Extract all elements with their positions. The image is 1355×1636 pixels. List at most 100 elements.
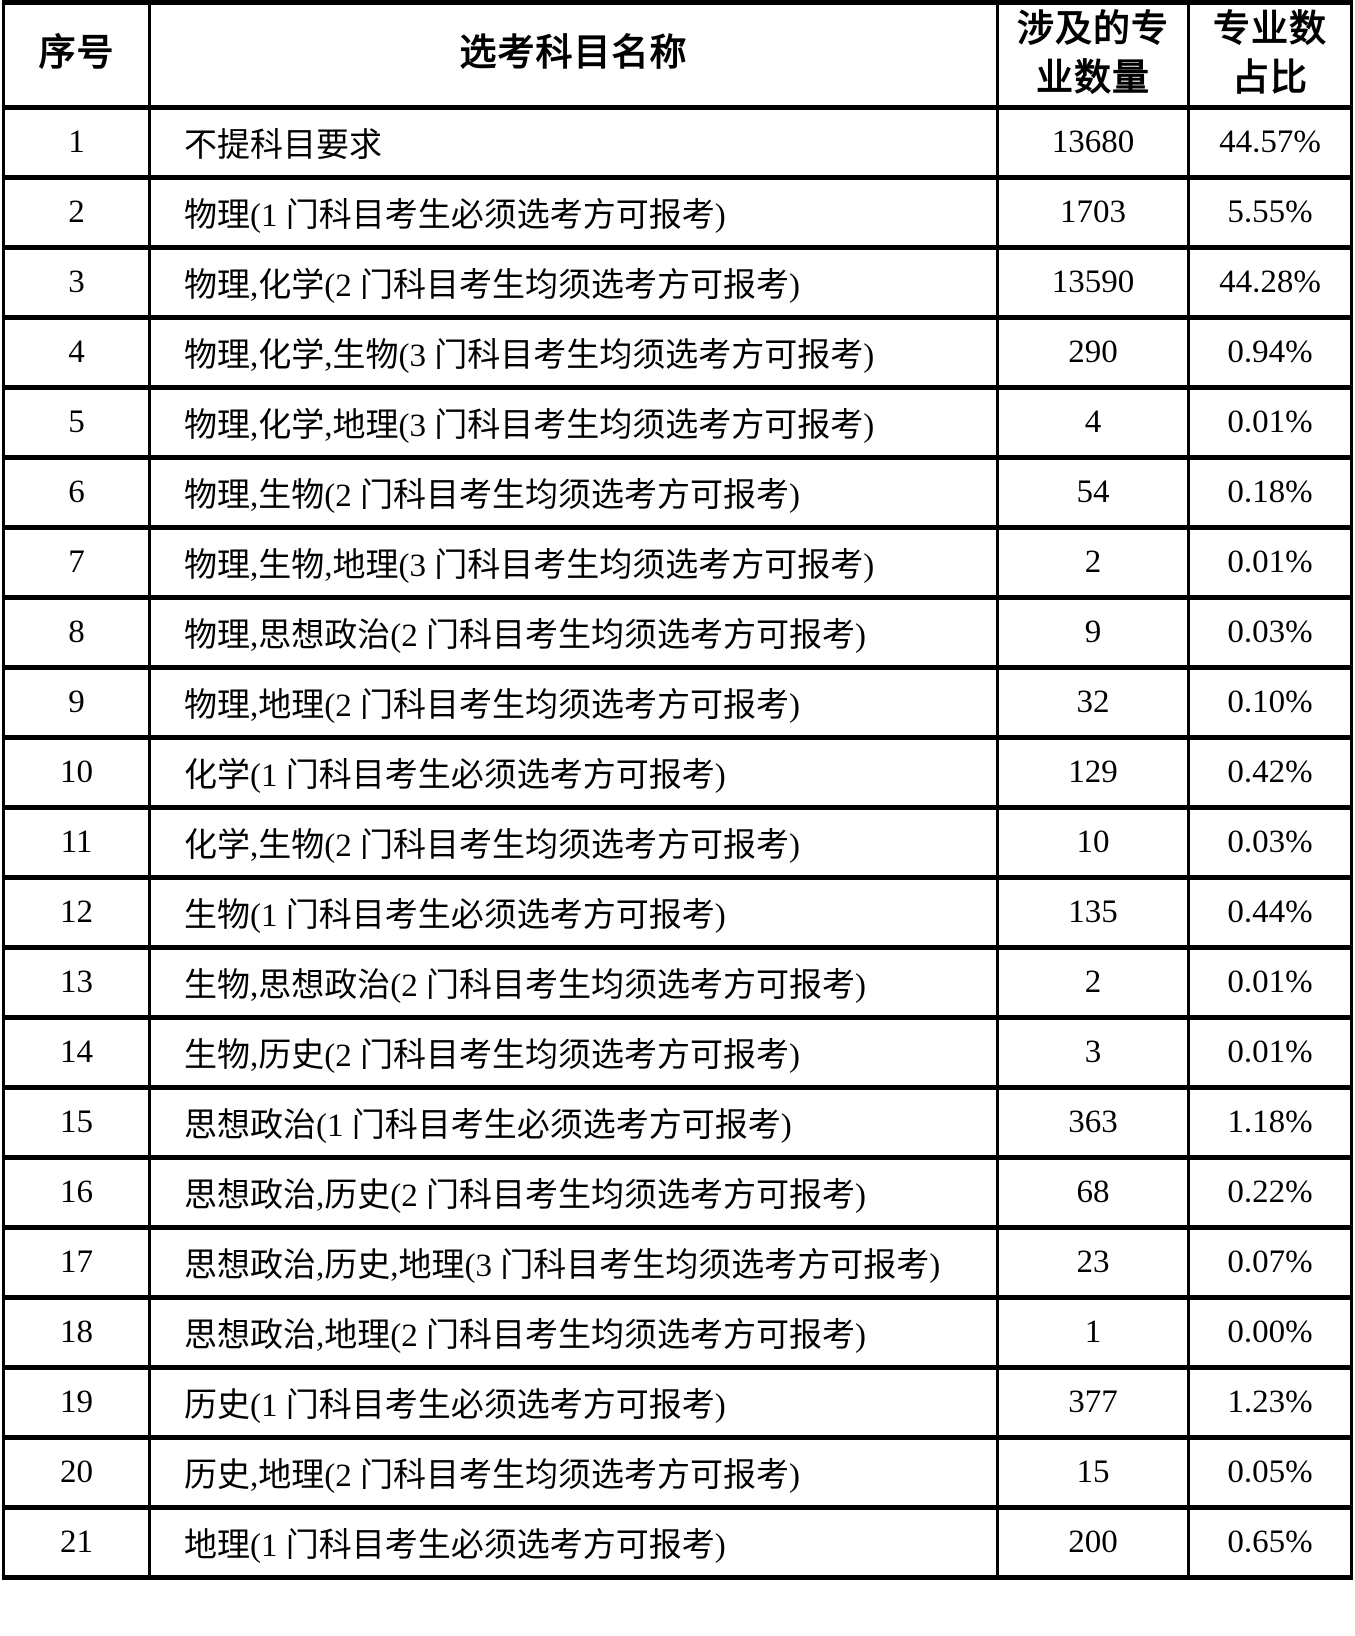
cell-index: 3 bbox=[2, 244, 151, 320]
cell-count: 15 bbox=[996, 1434, 1190, 1510]
table-row: 16 思想政治,历史(2 门科目考生均须选考方可报考) 68 0.22% bbox=[2, 1154, 1353, 1230]
cell-percent: 0.01% bbox=[1187, 944, 1353, 1020]
cell-count: 129 bbox=[996, 734, 1190, 810]
cell-index: 15 bbox=[2, 1084, 151, 1160]
cell-percent: 0.44% bbox=[1187, 874, 1353, 950]
cell-index: 5 bbox=[2, 384, 151, 460]
table-row: 6 物理,生物(2 门科目考生均须选考方可报考) 54 0.18% bbox=[2, 454, 1353, 530]
col-header-index: 序号 bbox=[2, 0, 151, 110]
cell-subject: 物理,化学,生物(3 门科目考生均须选考方可报考) bbox=[148, 314, 999, 390]
table-row: 9 物理,地理(2 门科目考生均须选考方可报考) 32 0.10% bbox=[2, 664, 1353, 740]
cell-count: 200 bbox=[996, 1504, 1190, 1580]
cell-subject: 生物(1 门科目考生必须选考方可报考) bbox=[148, 874, 999, 950]
cell-index: 17 bbox=[2, 1224, 151, 1300]
table-row: 12 生物(1 门科目考生必须选考方可报考) 135 0.44% bbox=[2, 874, 1353, 950]
cell-index: 19 bbox=[2, 1364, 151, 1440]
table-row: 13 生物,思想政治(2 门科目考生均须选考方可报考) 2 0.01% bbox=[2, 944, 1353, 1020]
cell-count: 68 bbox=[996, 1154, 1190, 1230]
cell-index: 20 bbox=[2, 1434, 151, 1510]
cell-subject: 思想政治(1 门科目考生必须选考方可报考) bbox=[148, 1084, 999, 1160]
cell-percent: 0.07% bbox=[1187, 1224, 1353, 1300]
cell-percent: 44.28% bbox=[1187, 244, 1353, 320]
cell-count: 32 bbox=[996, 664, 1190, 740]
cell-percent: 0.18% bbox=[1187, 454, 1353, 530]
cell-percent: 0.05% bbox=[1187, 1434, 1353, 1510]
cell-subject: 思想政治,地理(2 门科目考生均须选考方可报考) bbox=[148, 1294, 999, 1370]
cell-index: 14 bbox=[2, 1014, 151, 1090]
table-row: 15 思想政治(1 门科目考生必须选考方可报考) 363 1.18% bbox=[2, 1084, 1353, 1160]
cell-percent: 0.42% bbox=[1187, 734, 1353, 810]
cell-subject: 地理(1 门科目考生必须选考方可报考) bbox=[148, 1504, 999, 1580]
cell-subject: 物理,地理(2 门科目考生均须选考方可报考) bbox=[148, 664, 999, 740]
cell-subject: 化学,生物(2 门科目考生均须选考方可报考) bbox=[148, 804, 999, 880]
table-row: 21 地理(1 门科目考生必须选考方可报考) 200 0.65% bbox=[2, 1504, 1353, 1580]
cell-index: 11 bbox=[2, 804, 151, 880]
table-row: 14 生物,历史(2 门科目考生均须选考方可报考) 3 0.01% bbox=[2, 1014, 1353, 1090]
cell-subject: 物理,思想政治(2 门科目考生均须选考方可报考) bbox=[148, 594, 999, 670]
cell-index: 2 bbox=[2, 174, 151, 250]
cell-percent: 0.10% bbox=[1187, 664, 1353, 740]
cell-index: 21 bbox=[2, 1504, 151, 1580]
cell-count: 10 bbox=[996, 804, 1190, 880]
cell-percent: 0.00% bbox=[1187, 1294, 1353, 1370]
cell-count: 1 bbox=[996, 1294, 1190, 1370]
cell-percent: 5.55% bbox=[1187, 174, 1353, 250]
table-row: 2 物理(1 门科目考生必须选考方可报考) 1703 5.55% bbox=[2, 174, 1353, 250]
cell-index: 4 bbox=[2, 314, 151, 390]
cell-subject: 物理,化学,地理(3 门科目考生均须选考方可报考) bbox=[148, 384, 999, 460]
cell-percent: 44.57% bbox=[1187, 104, 1353, 180]
cell-count: 13590 bbox=[996, 244, 1190, 320]
header-row: 序号 选考科目名称 涉及的专 业数量 专业数 占比 bbox=[2, 0, 1353, 110]
cell-percent: 0.94% bbox=[1187, 314, 1353, 390]
cell-percent: 0.01% bbox=[1187, 1014, 1353, 1090]
cell-subject: 思想政治,历史,地理(3 门科目考生均须选考方可报考) bbox=[148, 1224, 999, 1300]
cell-count: 1703 bbox=[996, 174, 1190, 250]
cell-subject: 物理,生物(2 门科目考生均须选考方可报考) bbox=[148, 454, 999, 530]
table-row: 5 物理,化学,地理(3 门科目考生均须选考方可报考) 4 0.01% bbox=[2, 384, 1353, 460]
cell-count: 23 bbox=[996, 1224, 1190, 1300]
cell-index: 18 bbox=[2, 1294, 151, 1370]
cell-subject: 生物,历史(2 门科目考生均须选考方可报考) bbox=[148, 1014, 999, 1090]
cell-count: 363 bbox=[996, 1084, 1190, 1160]
cell-count: 54 bbox=[996, 454, 1190, 530]
table-row: 19 历史(1 门科目考生必须选考方可报考) 377 1.23% bbox=[2, 1364, 1353, 1440]
cell-subject: 化学(1 门科目考生必须选考方可报考) bbox=[148, 734, 999, 810]
cell-percent: 0.22% bbox=[1187, 1154, 1353, 1230]
table-row: 17 思想政治,历史,地理(3 门科目考生均须选考方可报考) 23 0.07% bbox=[2, 1224, 1353, 1300]
cell-index: 10 bbox=[2, 734, 151, 810]
cell-count: 290 bbox=[996, 314, 1190, 390]
table-row: 1 不提科目要求 13680 44.57% bbox=[2, 104, 1353, 180]
cell-index: 8 bbox=[2, 594, 151, 670]
cell-percent: 1.18% bbox=[1187, 1084, 1353, 1160]
table-row: 11 化学,生物(2 门科目考生均须选考方可报考) 10 0.03% bbox=[2, 804, 1353, 880]
cell-count: 135 bbox=[996, 874, 1190, 950]
cell-index: 13 bbox=[2, 944, 151, 1020]
cell-percent: 1.23% bbox=[1187, 1364, 1353, 1440]
cell-index: 9 bbox=[2, 664, 151, 740]
cell-count: 4 bbox=[996, 384, 1190, 460]
table-row: 7 物理,生物,地理(3 门科目考生均须选考方可报考) 2 0.01% bbox=[2, 524, 1353, 600]
cell-subject: 物理(1 门科目考生必须选考方可报考) bbox=[148, 174, 999, 250]
cell-percent: 0.03% bbox=[1187, 594, 1353, 670]
cell-subject: 历史,地理(2 门科目考生均须选考方可报考) bbox=[148, 1434, 999, 1510]
col-header-count: 涉及的专 业数量 bbox=[996, 0, 1190, 110]
table-row: 18 思想政治,地理(2 门科目考生均须选考方可报考) 1 0.00% bbox=[2, 1294, 1353, 1370]
cell-index: 12 bbox=[2, 874, 151, 950]
cell-subject: 思想政治,历史(2 门科目考生均须选考方可报考) bbox=[148, 1154, 999, 1230]
cell-index: 1 bbox=[2, 104, 151, 180]
cell-percent: 0.01% bbox=[1187, 384, 1353, 460]
col-header-percent: 专业数 占比 bbox=[1187, 0, 1353, 110]
cell-count: 3 bbox=[996, 1014, 1190, 1090]
table-row: 8 物理,思想政治(2 门科目考生均须选考方可报考) 9 0.03% bbox=[2, 594, 1353, 670]
table-row: 20 历史,地理(2 门科目考生均须选考方可报考) 15 0.05% bbox=[2, 1434, 1353, 1510]
cell-count: 377 bbox=[996, 1364, 1190, 1440]
cell-index: 16 bbox=[2, 1154, 151, 1230]
cell-subject: 物理,生物,地理(3 门科目考生均须选考方可报考) bbox=[148, 524, 999, 600]
cell-percent: 0.01% bbox=[1187, 524, 1353, 600]
cell-index: 6 bbox=[2, 454, 151, 530]
table-row: 10 化学(1 门科目考生必须选考方可报考) 129 0.42% bbox=[2, 734, 1353, 810]
cell-count: 13680 bbox=[996, 104, 1190, 180]
cell-count: 9 bbox=[996, 594, 1190, 670]
cell-subject: 生物,思想政治(2 门科目考生均须选考方可报考) bbox=[148, 944, 999, 1020]
table-body: 1 不提科目要求 13680 44.57% 2 物理(1 门科目考生必须选考方可报考) 17… bbox=[2, 104, 1353, 1580]
